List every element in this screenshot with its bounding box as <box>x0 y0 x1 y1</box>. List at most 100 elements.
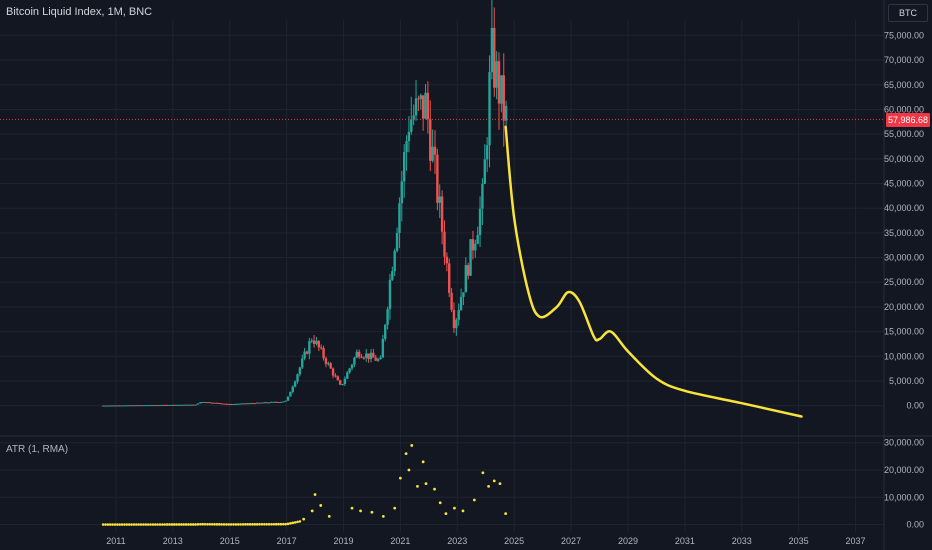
atr-point <box>120 523 124 526</box>
candle-body <box>187 404 190 406</box>
candle-body <box>481 183 484 209</box>
candle-body <box>388 279 392 310</box>
atr-point <box>246 523 250 526</box>
atr-point <box>270 522 273 526</box>
x-tick-label: 2029 <box>618 536 638 546</box>
candle-body <box>431 146 434 161</box>
candle-body <box>229 403 233 405</box>
candle-body <box>395 233 399 251</box>
atr-y-tick-label: 0.00 <box>906 520 924 530</box>
candle-body <box>104 405 107 407</box>
candle-body <box>168 404 171 406</box>
x-tick-label: 2027 <box>561 536 581 546</box>
atr-point <box>130 523 133 526</box>
candle-body <box>303 351 306 359</box>
candle-body <box>438 196 441 203</box>
atr-point <box>111 523 114 526</box>
candle-body <box>199 402 202 404</box>
atr-point <box>438 501 442 505</box>
candle-body <box>237 403 240 405</box>
atr-point <box>410 444 414 447</box>
candle-body <box>474 243 477 251</box>
atr-point <box>196 523 200 526</box>
candle-body <box>379 357 382 360</box>
candle-body <box>298 367 302 375</box>
atr-point <box>149 523 152 526</box>
atr-point <box>481 471 485 475</box>
atr-point <box>187 523 190 526</box>
y-tick-label: 25,000.00 <box>884 277 924 287</box>
candle-body <box>457 310 460 320</box>
candle-body <box>398 203 401 234</box>
candle-body <box>291 386 294 392</box>
candle-body <box>173 404 176 406</box>
x-tick-label: 2025 <box>504 536 524 546</box>
x-tick-label: 2035 <box>789 536 809 546</box>
x-tick-label: 2033 <box>732 536 752 546</box>
candle-body <box>305 351 309 354</box>
atr-point <box>281 522 285 526</box>
candle-body <box>341 383 344 385</box>
candle-body <box>154 405 157 407</box>
atr-point <box>118 523 122 526</box>
atr-point <box>132 523 136 526</box>
currency-box[interactable]: BTC <box>888 4 928 22</box>
y-tick-label: 35,000.00 <box>884 228 924 238</box>
candle-body <box>350 364 354 369</box>
candle-body <box>488 72 491 146</box>
candle-body <box>241 403 245 405</box>
candle-body <box>248 403 252 405</box>
candle-body <box>139 405 143 407</box>
y-tick-label: 40,000.00 <box>884 203 924 213</box>
candle-body <box>208 402 211 404</box>
candle-body <box>270 401 273 403</box>
candle-body <box>348 368 351 373</box>
candle-body <box>504 105 508 121</box>
atr-point <box>404 452 408 456</box>
atr-point <box>310 509 314 513</box>
atr-point <box>208 522 212 526</box>
candle-body <box>469 239 472 276</box>
atr-point <box>137 523 140 526</box>
candle-body <box>284 400 287 402</box>
candle-body <box>146 405 150 407</box>
candle-body <box>476 234 479 244</box>
candle-body <box>272 401 275 403</box>
candle-body <box>355 351 358 358</box>
atr-point <box>277 522 280 526</box>
candle-body <box>459 296 463 311</box>
candle-body <box>478 208 482 235</box>
candle-body <box>144 405 147 407</box>
candle-body <box>426 92 430 120</box>
candle-body <box>490 27 494 73</box>
candle-body <box>346 372 349 379</box>
candle-body <box>429 119 432 161</box>
atr-point <box>165 523 169 526</box>
candle-body <box>151 405 155 407</box>
atr-point <box>172 523 176 526</box>
atr-point <box>161 523 164 526</box>
candle-body <box>410 119 413 132</box>
atr-point <box>272 522 276 526</box>
candle-body <box>369 352 373 360</box>
candle-body <box>282 401 285 403</box>
atr-point <box>393 506 397 510</box>
atr-point <box>265 522 268 526</box>
candle-body <box>471 239 475 251</box>
atr-y-tick-label: 20,000.00 <box>884 465 924 475</box>
candle-body <box>417 98 420 100</box>
atr-point <box>232 523 235 526</box>
atr-point <box>293 521 297 524</box>
candle-body <box>215 402 219 404</box>
candle-body <box>331 368 335 376</box>
candle-body <box>191 404 195 406</box>
candle-body <box>320 347 323 349</box>
candle-body <box>149 405 152 407</box>
candle-body <box>258 402 261 404</box>
atr-point <box>116 523 119 526</box>
candle-body <box>376 359 380 361</box>
candle-body <box>244 403 247 405</box>
atr-point <box>453 506 456 510</box>
candle-body <box>158 405 162 407</box>
